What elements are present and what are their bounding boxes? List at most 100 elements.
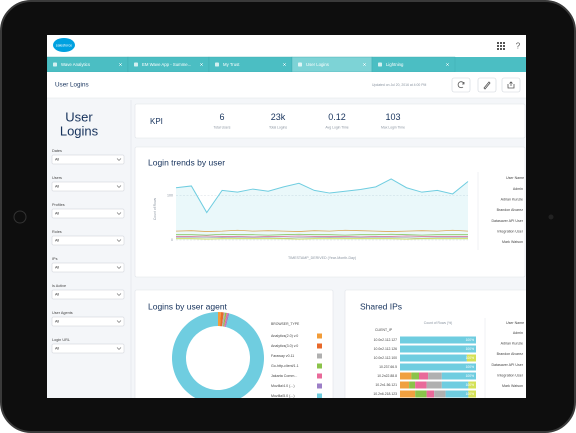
chart-title: Shared IPs bbox=[360, 301, 402, 311]
legend-label: Integration User bbox=[497, 373, 523, 377]
app-launcher-dot[interactable] bbox=[503, 48, 505, 50]
tab[interactable] bbox=[371, 56, 456, 73]
bar-segment bbox=[466, 354, 476, 362]
help-icon: ? bbox=[516, 42, 521, 51]
filter-value: All bbox=[55, 266, 59, 270]
legend-label: Admin bbox=[513, 331, 523, 335]
legend-label: Mozilla/5.0 (...) bbox=[271, 394, 295, 398]
filter-select[interactable] bbox=[51, 208, 125, 219]
donut-segment bbox=[223, 312, 227, 327]
bar-segment bbox=[411, 372, 419, 380]
tab-close[interactable] bbox=[282, 62, 287, 67]
chart-title: Logins by user agent bbox=[148, 301, 228, 311]
kpi-label: Total Users bbox=[214, 125, 231, 129]
filter-label: Dates bbox=[52, 149, 62, 153]
legend-title: User Name bbox=[506, 321, 524, 325]
legend-label: Brandon Alvarez bbox=[497, 208, 524, 212]
legend-swatch bbox=[317, 383, 322, 389]
tab-close[interactable] bbox=[362, 62, 367, 67]
filter-chevron bbox=[116, 185, 122, 188]
row-label: 10.2n22.88.8 bbox=[377, 374, 397, 378]
legend-swatch bbox=[317, 373, 322, 379]
bar-segment bbox=[409, 381, 416, 389]
trend-card bbox=[134, 146, 526, 278]
column-header: CLIENT_IP bbox=[375, 328, 393, 332]
legend-label: Go-http-client/1.1 bbox=[271, 364, 299, 368]
tab-close[interactable] bbox=[445, 62, 450, 67]
filter-select[interactable] bbox=[51, 262, 125, 273]
filter-select[interactable] bbox=[51, 289, 125, 300]
legend-title: BROWSER_TYPE bbox=[271, 322, 300, 326]
legend-label: Mark Watson bbox=[502, 240, 523, 244]
donut-segment bbox=[218, 312, 221, 327]
header-button-icon bbox=[507, 81, 515, 89]
kpi-title: KPI bbox=[150, 117, 163, 126]
app-launcher-dot[interactable] bbox=[503, 45, 505, 47]
filter-select[interactable] bbox=[51, 154, 125, 165]
filter-value: All bbox=[55, 212, 59, 216]
filter-chevron bbox=[116, 266, 122, 269]
donut-segment bbox=[224, 313, 230, 328]
y-axis-label: Count of Rows bbox=[153, 198, 157, 221]
filter-chevron bbox=[116, 293, 122, 296]
donut-segment bbox=[172, 312, 264, 398]
tab-label: EM Wave App - Summe... bbox=[142, 62, 191, 67]
tab-label: User Logins bbox=[306, 62, 329, 67]
y-tick-label: 100 bbox=[167, 194, 173, 198]
app-launcher-dot[interactable] bbox=[500, 45, 502, 47]
kpi-value: 6 bbox=[219, 112, 224, 122]
header-button[interactable] bbox=[451, 77, 471, 93]
bar-label: 100% bbox=[466, 392, 475, 396]
tab[interactable] bbox=[291, 56, 373, 73]
x-axis-label: Count of Rows (%) bbox=[424, 321, 452, 325]
filter-select[interactable] bbox=[51, 235, 125, 246]
y-tick-label: 0 bbox=[171, 238, 173, 242]
filter-label: Profiles bbox=[52, 203, 65, 207]
legend-swatch bbox=[317, 333, 322, 339]
filter-chevron bbox=[116, 320, 122, 323]
filter-select[interactable] bbox=[51, 181, 125, 192]
legend-label: Brandon Alvarez bbox=[497, 352, 524, 356]
bar-segment bbox=[419, 372, 429, 380]
filter-value: All bbox=[55, 239, 59, 243]
filter-label: Roles bbox=[52, 230, 62, 234]
bar-segment bbox=[434, 390, 446, 398]
tab-close[interactable] bbox=[118, 62, 123, 67]
app-launcher-dot[interactable] bbox=[500, 42, 502, 44]
series-line bbox=[176, 233, 468, 236]
legend-label: Admin bbox=[513, 187, 523, 191]
app-launcher-dot[interactable] bbox=[497, 45, 499, 47]
logo: salesforce bbox=[56, 43, 72, 47]
tab-icon bbox=[298, 62, 302, 67]
filter-select[interactable] bbox=[51, 343, 125, 354]
series-line bbox=[175, 229, 469, 232]
tab-label: My Trust bbox=[223, 62, 240, 67]
app-launcher-dot[interactable] bbox=[500, 48, 502, 50]
kpi-value: 103 bbox=[385, 112, 400, 122]
series-line bbox=[176, 236, 468, 239]
bar-segment bbox=[445, 390, 469, 398]
tab-close[interactable] bbox=[199, 62, 204, 67]
filter-value: All bbox=[55, 347, 59, 351]
tab-icon bbox=[378, 62, 382, 67]
filter-label: IPs bbox=[52, 257, 58, 261]
row-label: 10.2n6.218.123 bbox=[373, 392, 397, 396]
filter-select[interactable] bbox=[51, 316, 125, 327]
filter-label: Login URL bbox=[52, 338, 70, 342]
app-launcher-dot[interactable] bbox=[497, 42, 499, 44]
tab[interactable] bbox=[208, 56, 293, 73]
chart-title: Login trends by user bbox=[148, 157, 225, 167]
tab-icon bbox=[134, 62, 138, 67]
bar-segment bbox=[426, 390, 435, 398]
filter-value: All bbox=[55, 320, 59, 324]
row-label: 10.0n2.112.100 bbox=[374, 356, 397, 360]
legend-label: Adrian Kunzle bbox=[501, 342, 523, 346]
legend-label: Mark Watson bbox=[502, 384, 523, 388]
kpi-label: Total Logins bbox=[269, 125, 287, 129]
screen: salesforce ? Wave Analytics EM Wave App - S… bbox=[47, 35, 526, 398]
bar-label: 100% bbox=[466, 383, 475, 387]
app-launcher-dot[interactable] bbox=[497, 48, 499, 50]
app-launcher-dot[interactable] bbox=[503, 42, 505, 44]
legend-label: Datasaver API User bbox=[491, 219, 523, 223]
